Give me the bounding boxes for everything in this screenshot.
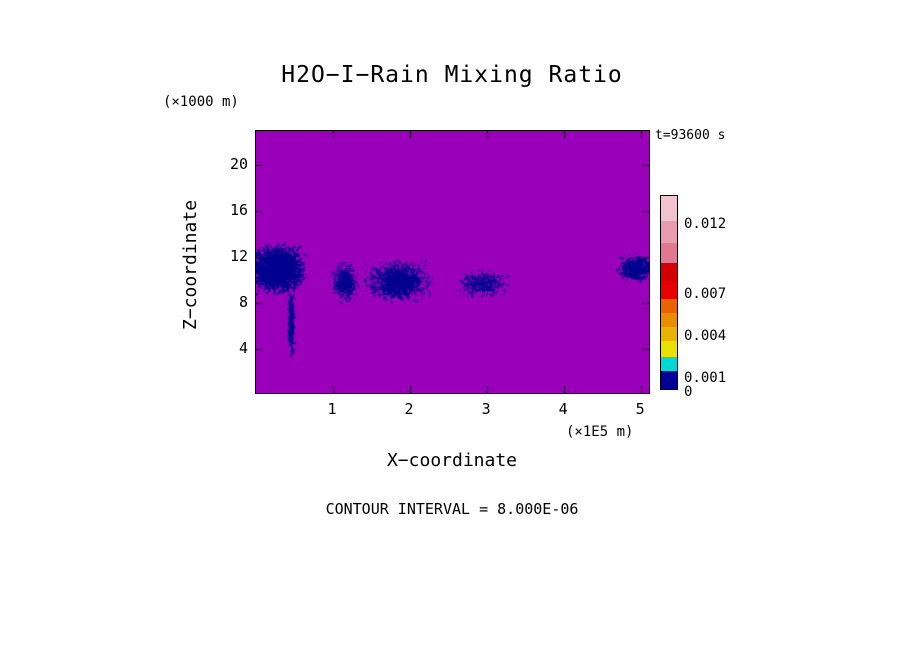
colorbar-segment-0-0.001	[661, 371, 677, 389]
x-tick-label-1: 1	[327, 400, 337, 418]
colorbar-segment-0.010-0.012	[661, 243, 677, 263]
colorbar-label-0: 0	[684, 383, 693, 400]
x-axis-title: X−coordinate	[386, 450, 518, 471]
colorbar-label-0.004: 0.004	[684, 327, 727, 344]
colorbar-segment-0.001-0.002	[661, 357, 677, 371]
colorbar-label-0.012: 0.012	[684, 215, 727, 232]
colorbar-segment-0.004-0.005	[661, 313, 677, 327]
colorbar-segment-0.003-0.004	[661, 327, 677, 341]
x-tick-label-4: 4	[558, 400, 568, 418]
contour-interval-note: CONTOUR INTERVAL = 8.000E-06	[325, 500, 579, 518]
x-tick-label-5: 5	[635, 400, 645, 418]
colorbar-label-0.001: 0.001	[684, 369, 727, 386]
x-axis-units-label: (×1E5 m)	[566, 424, 634, 440]
y-tick-label-12: 12	[229, 247, 248, 266]
mixing-ratio-field-canvas	[256, 131, 649, 393]
colorbar-segment-0.008-0.010	[661, 263, 677, 281]
colorbar-segment-0.006-0.008	[661, 281, 677, 299]
y-axis-units-label: (×1000 m)	[163, 94, 239, 110]
timestamp-label: t=93600 s	[655, 128, 726, 143]
y-tick-label-16: 16	[229, 200, 248, 219]
x-tick-label-2: 2	[404, 400, 414, 418]
chart-title: H2O−I−Rain Mixing Ratio	[281, 62, 623, 88]
x-tick-label-3: 3	[481, 400, 491, 418]
plot-area	[255, 130, 650, 394]
colorbar	[660, 195, 678, 390]
colorbar-segment-0.012-0.013	[661, 221, 677, 243]
y-axis-title-text: Z−coordinate	[179, 199, 201, 331]
colorbar-label-0.007: 0.007	[684, 286, 727, 302]
colorbar-segment-0.013+	[661, 196, 677, 221]
colorbar-segment-0.005-0.006	[661, 299, 677, 313]
colorbar-segment-0.002-0.003	[661, 341, 677, 357]
y-tick-label-4: 4	[238, 338, 248, 357]
y-tick-label-8: 8	[238, 292, 248, 311]
y-tick-label-20: 20	[229, 155, 248, 174]
